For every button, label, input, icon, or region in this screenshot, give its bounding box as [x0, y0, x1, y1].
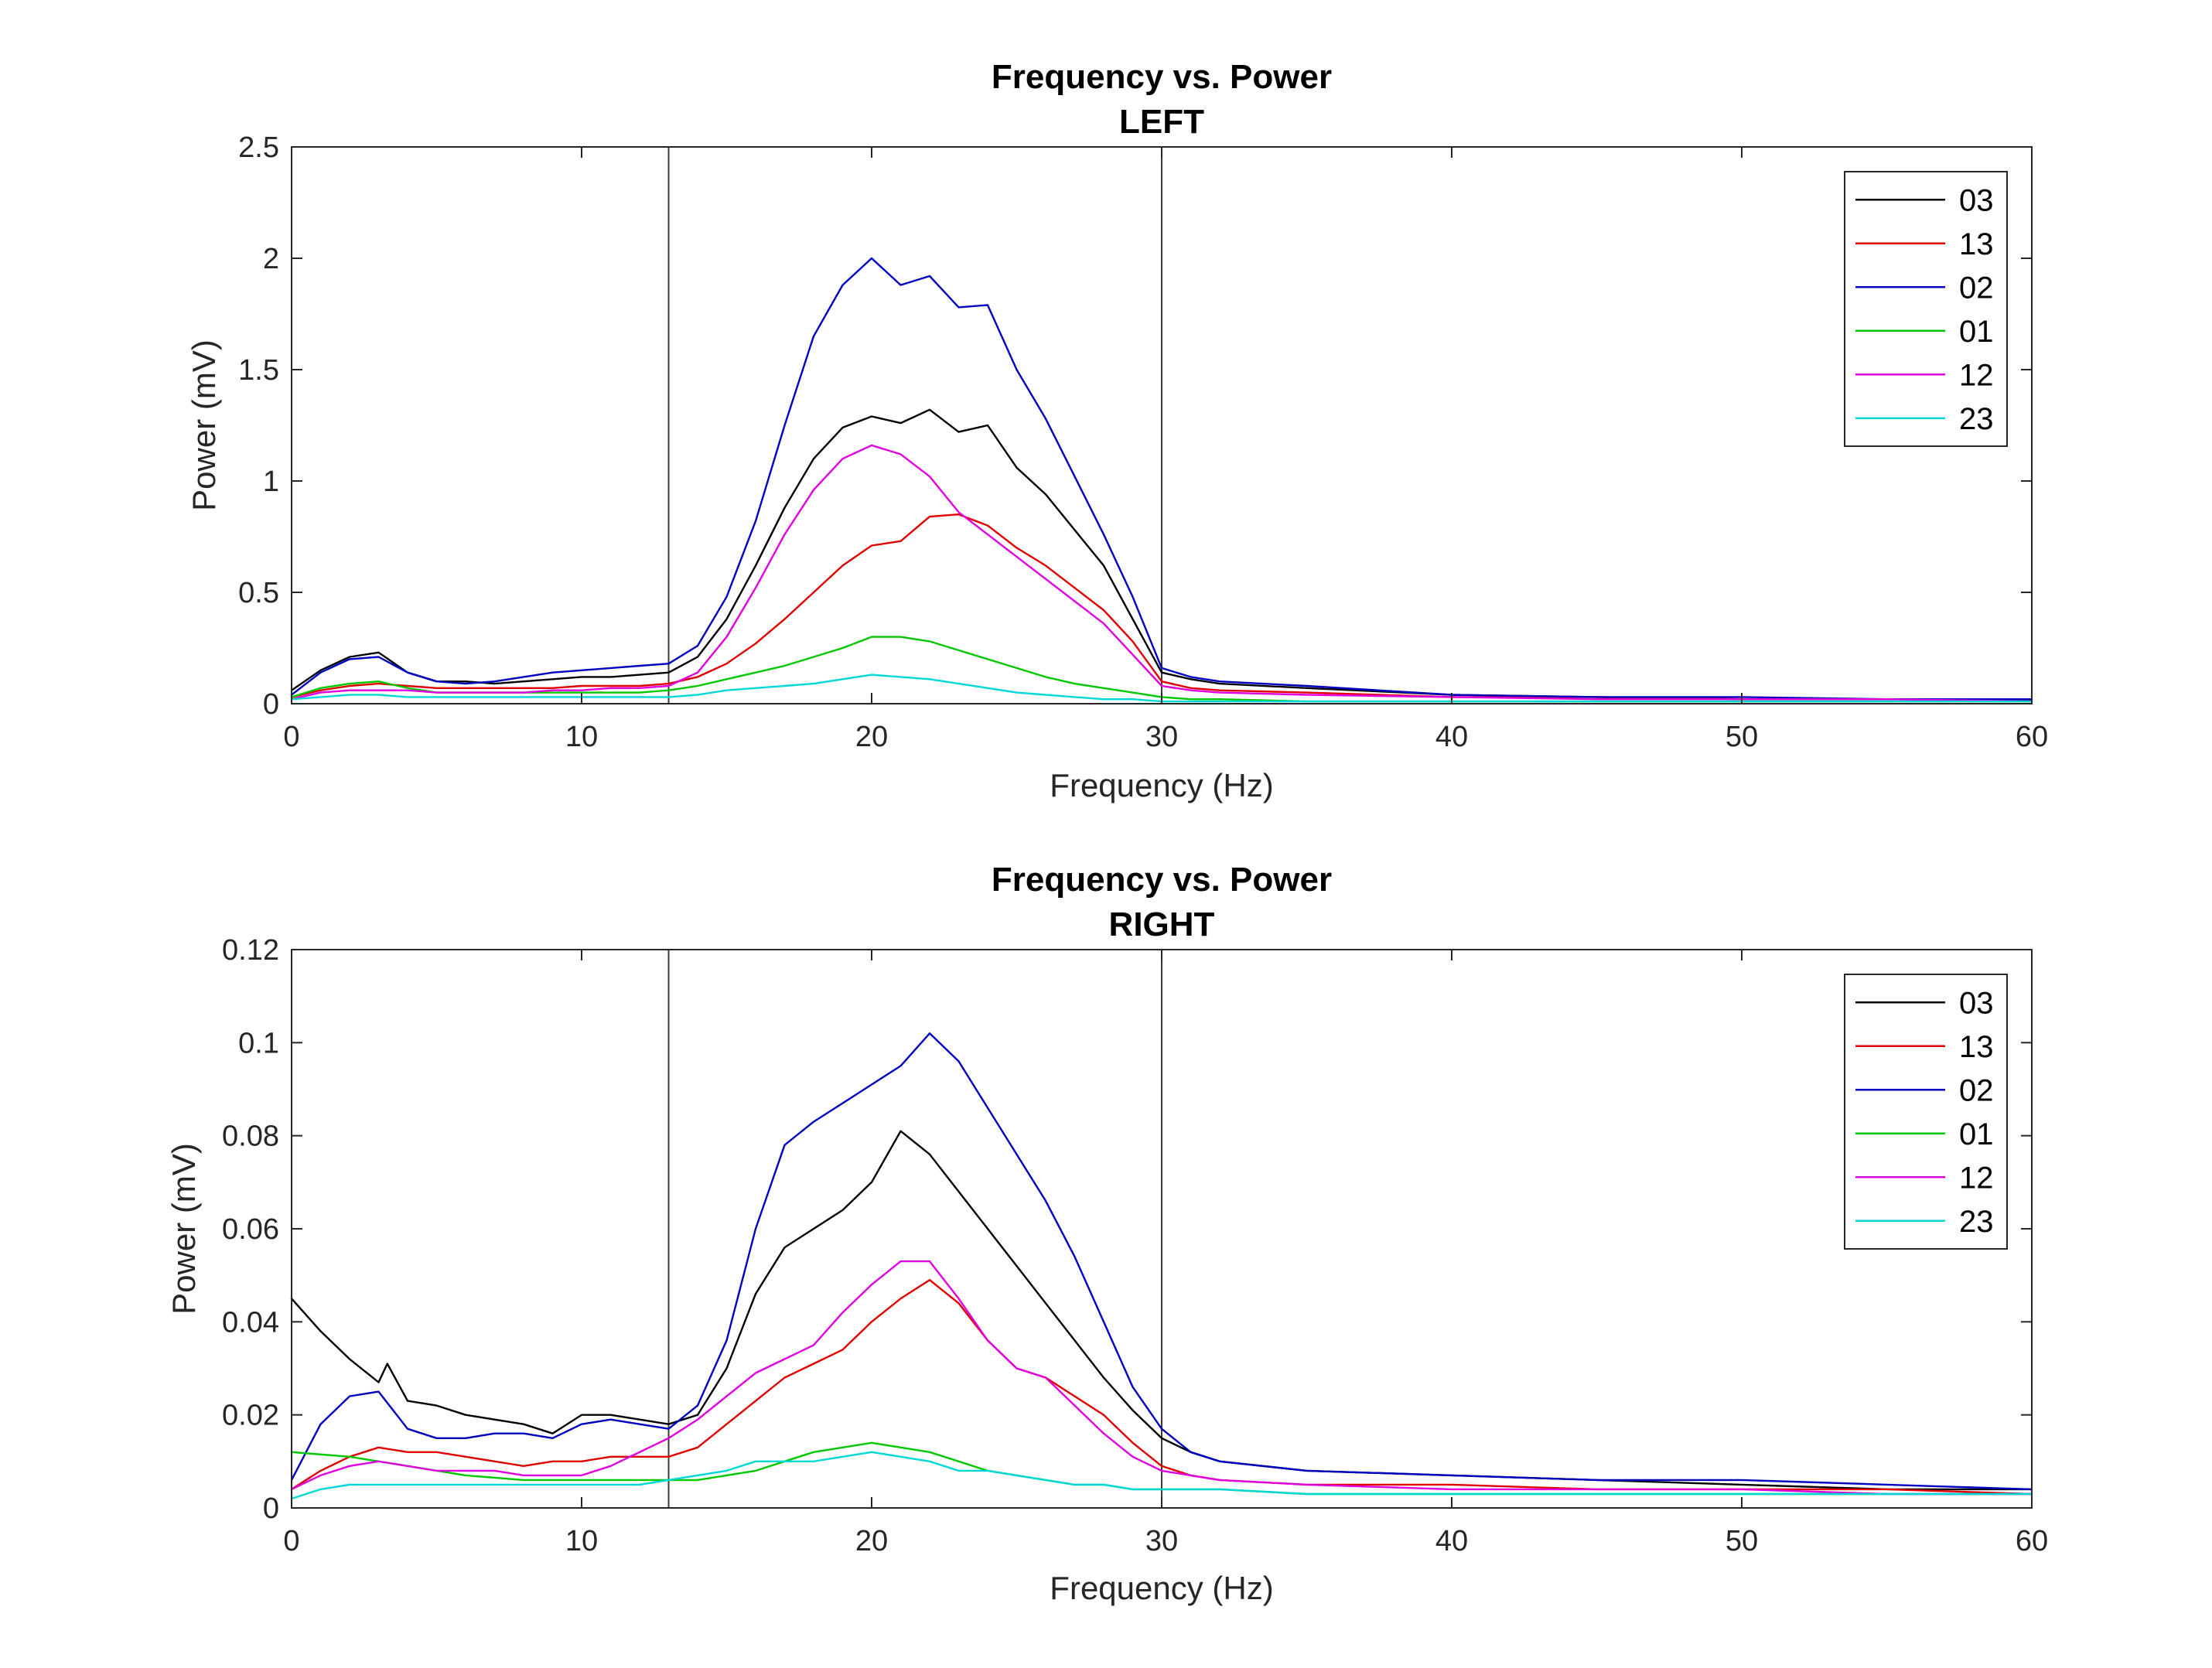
plot-right: Frequency vs. Power RIGHT 0 10 20 30 40 50 600…	[166, 861, 2048, 1606]
legend-label: 23	[1959, 402, 1994, 436]
legend-label: 02	[1959, 1073, 1994, 1107]
series-lines	[290, 257, 2033, 703]
x-tick-label: 40	[1435, 1525, 1468, 1557]
y-axis-label: Power (mV)	[166, 1143, 202, 1315]
x-tick-label: 0	[283, 721, 299, 753]
plot-left: Frequency vs. Power LEFT 0 10 20 30 40 50 6000…	[186, 58, 2048, 803]
x-tick-label: 30	[1145, 721, 1178, 753]
x-tick-label: 10	[565, 1525, 598, 1557]
series-line-13	[290, 513, 2033, 701]
x-tick-label: 50	[1726, 721, 1758, 753]
y-tick-label: 0.5	[238, 577, 279, 609]
y-tick-label: 0.12	[222, 934, 279, 967]
legend-box	[1844, 974, 2008, 1250]
legend-label: 12	[1959, 358, 1994, 392]
legend-label: 13	[1959, 1030, 1994, 1064]
y-tick-label: 0	[263, 688, 279, 721]
x-tick-label: 60	[2016, 721, 2048, 753]
legend-label: 13	[1959, 227, 1994, 261]
x-axis-label: Frequency (Hz)	[1050, 1570, 1273, 1606]
legend-label: 02	[1959, 271, 1994, 305]
legend-label: 12	[1959, 1161, 1994, 1195]
legend-label: 03	[1959, 183, 1994, 217]
series-line-23	[290, 674, 2033, 703]
y-tick-label: 0.02	[222, 1400, 279, 1432]
band-lines	[667, 147, 1162, 704]
x-tick-label: 20	[855, 721, 888, 753]
series-line-23	[290, 1451, 2033, 1500]
y-tick-label: 1	[263, 466, 279, 498]
axes-frame	[291, 146, 2033, 704]
x-tick-label: 10	[565, 721, 598, 753]
plot-subtitle: RIGHT	[1109, 906, 1215, 943]
y-tick-label: 1.5	[238, 354, 279, 387]
band-lines	[667, 950, 1162, 1508]
legend-label: 23	[1959, 1205, 1994, 1239]
legend-label: 01	[1959, 315, 1994, 349]
series-line-02	[290, 257, 2033, 701]
y-tick-label: 0.04	[222, 1306, 279, 1339]
legend-box	[1844, 171, 2008, 447]
axes-frame	[291, 949, 2033, 1509]
y-tick-label: 2.5	[238, 131, 279, 164]
legend: 03 13 02 01 12 23	[1844, 974, 2008, 1250]
y-tick-label: 0.1	[238, 1027, 279, 1059]
plot-title: Frequency vs. Power	[992, 861, 1332, 899]
x-tick-label: 40	[1435, 721, 1468, 753]
x-axis-label: Frequency (Hz)	[1050, 767, 1273, 803]
x-tick-label: 60	[2016, 1525, 2048, 1557]
series-lines	[290, 1032, 2033, 1500]
series-line-12	[290, 1260, 2033, 1496]
x-tick-label: 20	[855, 1525, 888, 1557]
x-tick-label: 0	[283, 1525, 299, 1557]
x-tick-label: 30	[1145, 1525, 1178, 1557]
series-line-02	[290, 1032, 2033, 1491]
plot-title: Frequency vs. Power	[992, 58, 1332, 96]
y-tick-label: 2	[263, 243, 279, 275]
y-tick-label: 0.08	[222, 1121, 279, 1153]
y-tick-label: 0.06	[222, 1213, 279, 1246]
x-tick-label: 50	[1726, 1525, 1758, 1557]
y-tick-label: 0	[263, 1492, 279, 1525]
plot-subtitle: LEFT	[1119, 103, 1204, 141]
legend-label: 03	[1959, 986, 1994, 1020]
legend-label: 01	[1959, 1117, 1994, 1151]
y-axis-label: Power (mV)	[186, 339, 222, 511]
legend: 03 13 02 01 12 23	[1844, 171, 2008, 447]
series-line-12	[290, 444, 2033, 703]
